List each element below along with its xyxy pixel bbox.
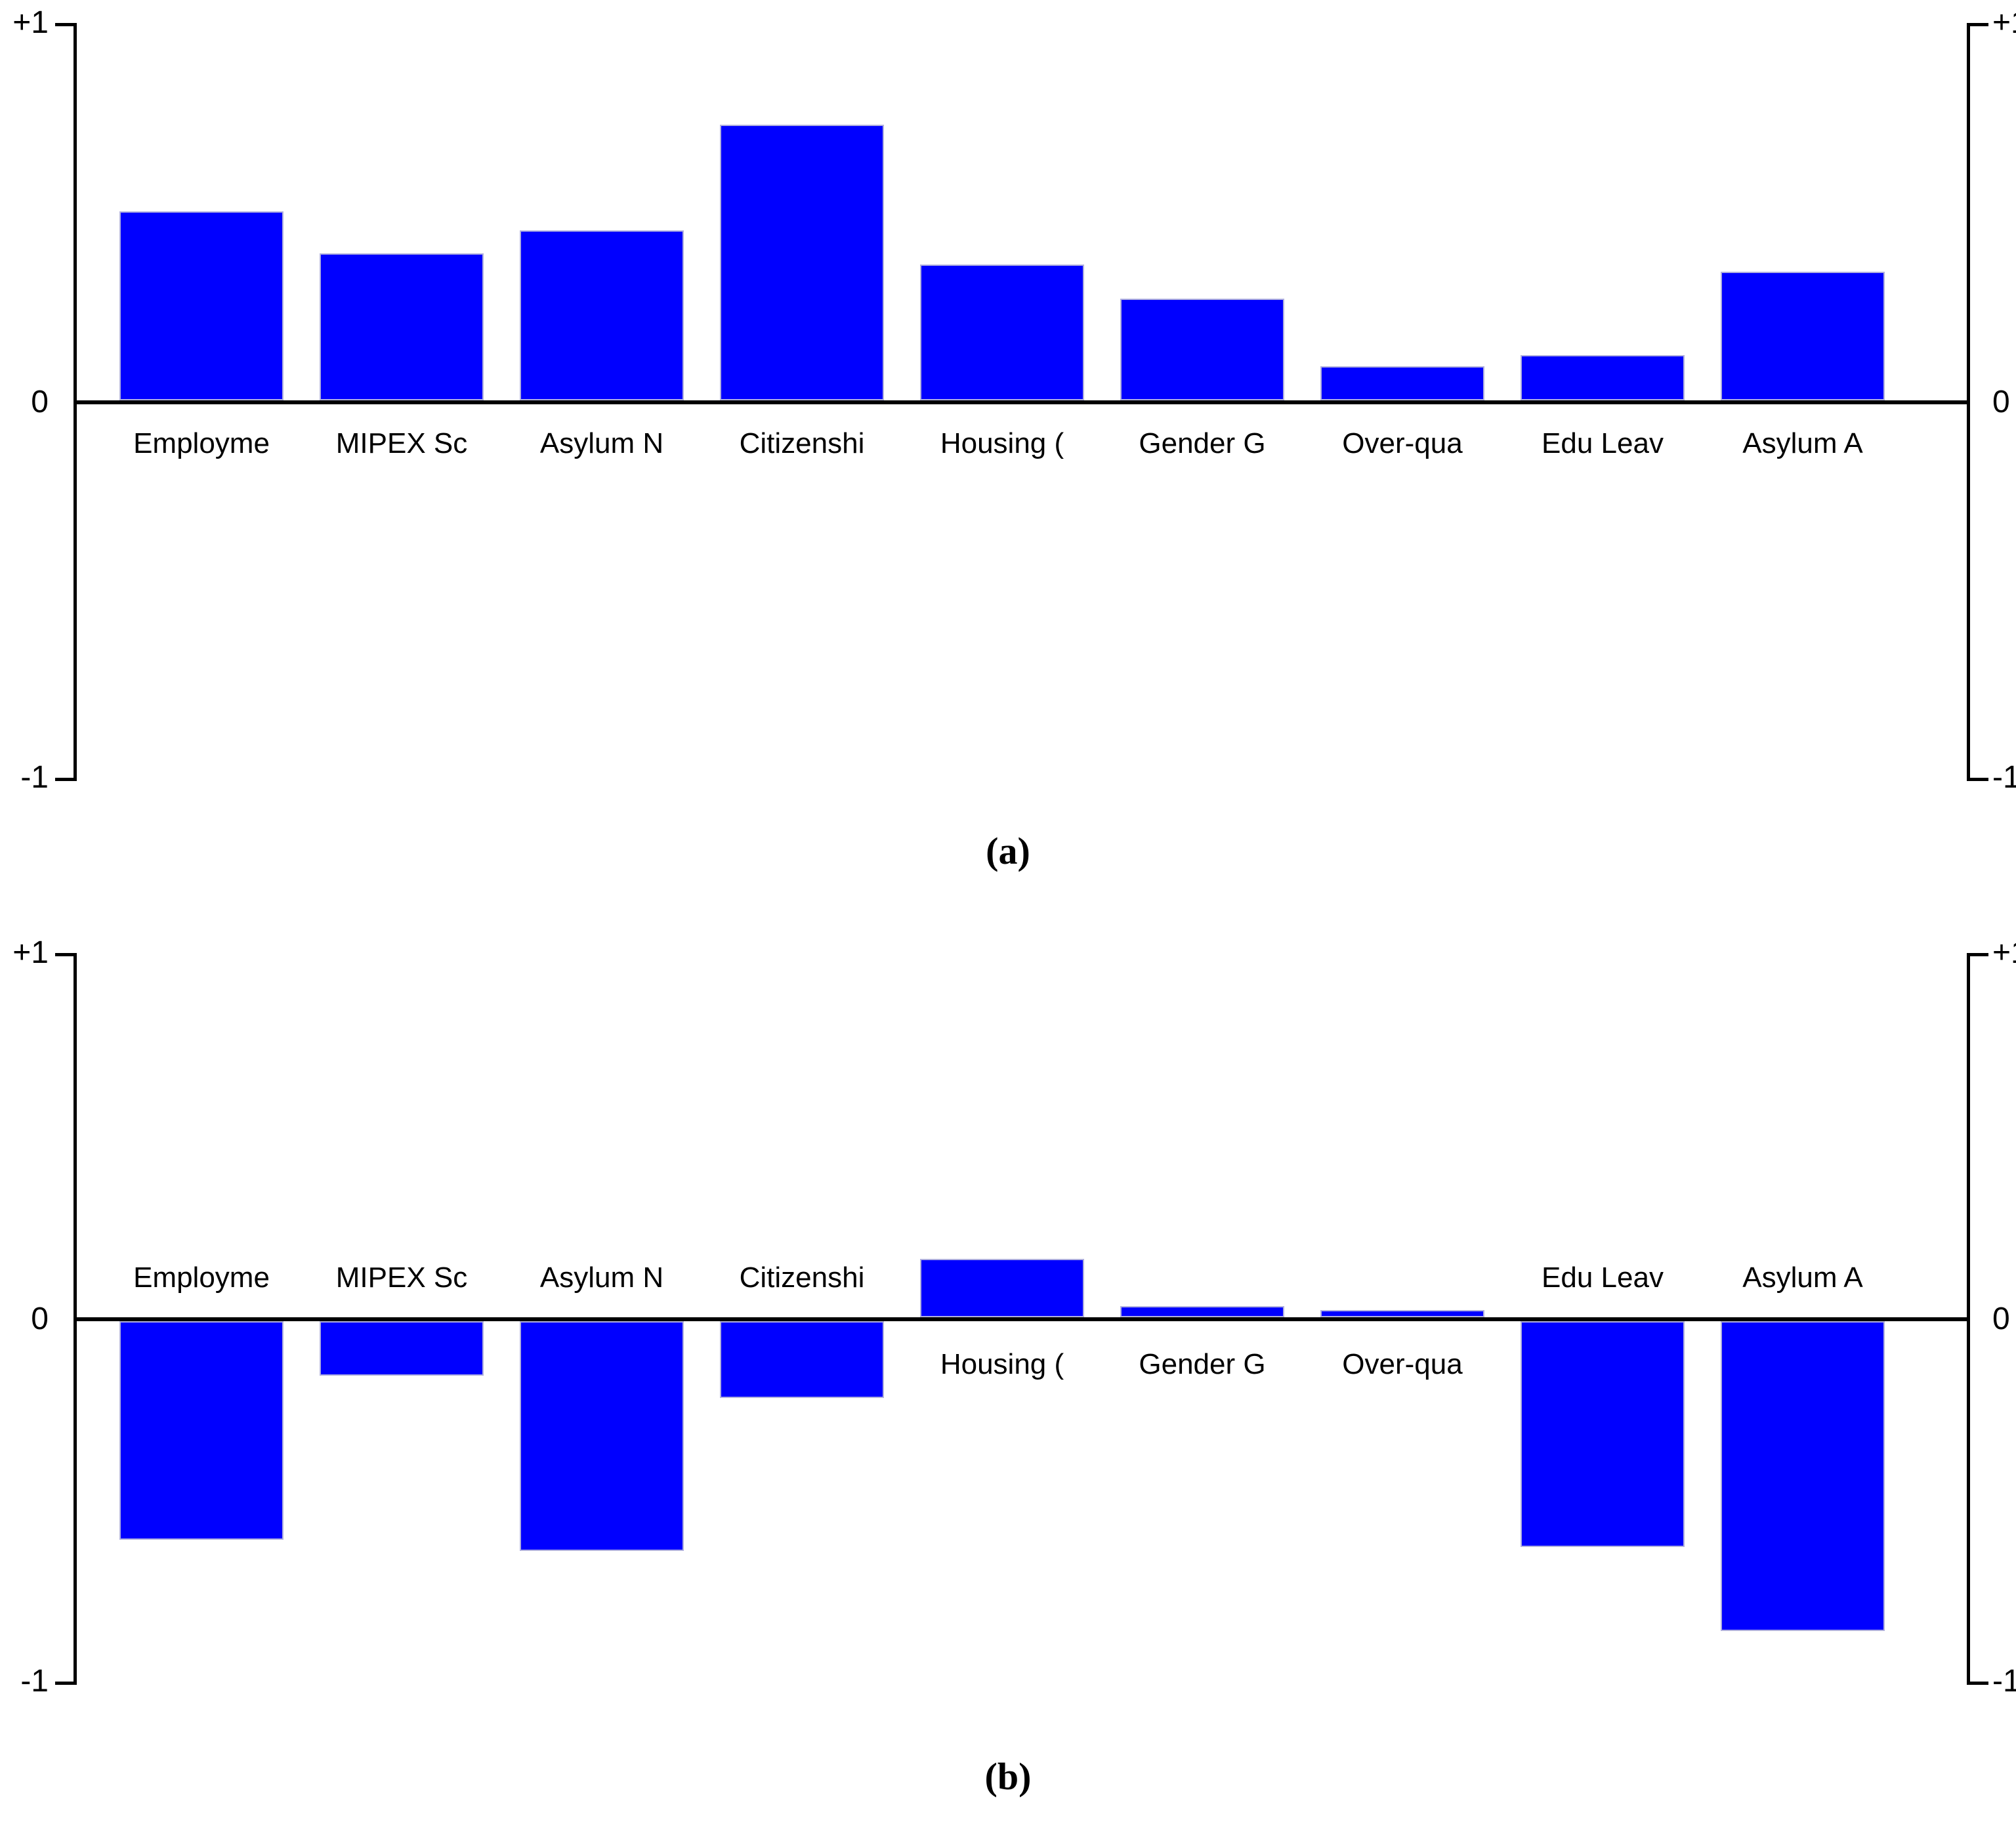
- y-tick-label-right: 0: [1992, 385, 2010, 419]
- y-tick-left-plus-one: [55, 23, 74, 26]
- bar: [119, 211, 284, 400]
- category-label: Housing (: [940, 1348, 1064, 1380]
- bar: [119, 1321, 284, 1540]
- bar: [320, 1321, 484, 1376]
- y-tick-label-right: 0: [1992, 1302, 2010, 1336]
- y-tick-label-left: -1: [20, 760, 49, 795]
- bar: [520, 1321, 684, 1551]
- category-label: Gender G: [1139, 427, 1266, 459]
- y-tick-label-left: -1: [20, 1664, 49, 1699]
- category-label: MIPEX Sc: [335, 427, 468, 459]
- y-tick-label-left: 0: [31, 1302, 49, 1336]
- bar: [520, 230, 684, 400]
- bar: [1721, 1321, 1885, 1631]
- y-tick-label-left: +1: [12, 5, 49, 40]
- y-tick-label-right: -1: [1992, 1664, 2016, 1699]
- bar: [720, 125, 884, 400]
- bar: [1521, 355, 1685, 400]
- bar: [1120, 299, 1284, 400]
- category-label: Over-qua: [1342, 427, 1463, 459]
- bar: [920, 1259, 1084, 1317]
- bar: [1320, 366, 1484, 400]
- bar: [1120, 1306, 1284, 1317]
- bar: [1521, 1321, 1685, 1547]
- category-label: Edu Leav: [1542, 1261, 1664, 1294]
- category-label: Asylum N: [539, 1261, 664, 1294]
- category-label: Employme: [133, 427, 270, 459]
- caption-a: (a): [986, 830, 1030, 872]
- y-tick-left-plus-one: [55, 953, 74, 956]
- caption-b: (b): [984, 1755, 1032, 1798]
- category-label: Over-qua: [1342, 1348, 1463, 1380]
- y-tick-right-minus-one: [1970, 1682, 1988, 1685]
- category-label: Asylum A: [1742, 1261, 1863, 1294]
- y-tick-label-left: 0: [31, 385, 49, 419]
- y-tick-left-minus-one: [55, 1682, 74, 1685]
- bar: [720, 1321, 884, 1398]
- bar: [920, 265, 1084, 400]
- category-label: Housing (: [940, 427, 1064, 459]
- zero-line: [74, 400, 1970, 404]
- bar: [1320, 1310, 1484, 1317]
- y-tick-label-right: +1: [1992, 935, 2016, 970]
- y-tick-label-right: +1: [1992, 5, 2016, 40]
- category-label: Citizenshi: [739, 427, 865, 459]
- y-tick-label-left: +1: [12, 935, 49, 970]
- category-label: Asylum N: [539, 427, 664, 459]
- y-tick-label-right: -1: [1992, 760, 2016, 795]
- bar: [320, 253, 484, 400]
- y-tick-right-minus-one: [1970, 778, 1988, 781]
- category-label: Gender G: [1139, 1348, 1266, 1380]
- category-label: Employme: [133, 1261, 270, 1294]
- category-label: Asylum A: [1742, 427, 1863, 459]
- category-label: Citizenshi: [739, 1261, 865, 1294]
- y-tick-right-plus-one: [1970, 23, 1988, 26]
- bar: [1721, 272, 1885, 400]
- category-label: MIPEX Sc: [335, 1261, 468, 1294]
- category-label: Edu Leav: [1542, 427, 1664, 459]
- zero-line: [74, 1317, 1970, 1321]
- y-tick-right-plus-one: [1970, 953, 1988, 956]
- y-tick-left-minus-one: [55, 778, 74, 781]
